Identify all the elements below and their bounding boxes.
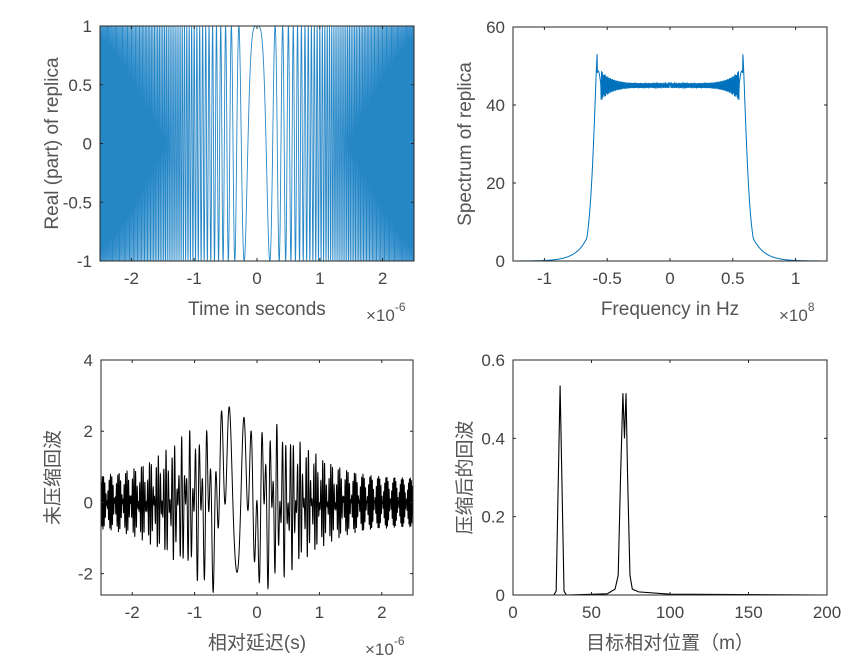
x-tick-label: 1 [315, 269, 324, 288]
x-tick-label: -0.5 [593, 269, 622, 288]
x-tick-label: -1 [187, 269, 202, 288]
x-tick-label: 0 [665, 269, 674, 288]
y-tick-label: 1 [83, 17, 92, 36]
y-tick-label: 40 [486, 96, 505, 115]
axes-frame [99, 25, 415, 262]
y-tick-label: 60 [486, 18, 505, 37]
subplot-uncompressed-echo: -2 -1 0 1 2 -2 0 2 4 相对延迟(s) 未压缩回波 ×10-6 [42, 351, 414, 659]
x-tick-label: -1 [537, 269, 552, 288]
x-exponent-power: -6 [394, 634, 405, 648]
y-tick-label: 0 [496, 586, 505, 605]
x-tick-label: 0.5 [721, 269, 745, 288]
x-exponent-power: -6 [395, 300, 406, 314]
x-exponent-label: ×108 [779, 300, 815, 325]
y-tick-label: 0 [496, 252, 505, 271]
y-tick-label: -0.5 [63, 193, 92, 212]
x-tick-label: 150 [734, 603, 762, 622]
subplot-compressed-echo: 0 50 100 150 200 0 0.2 0.4 0.6 目标相对位置（m） 压缩后的回波 [454, 351, 841, 654]
x-tick-label: 2 [377, 603, 386, 622]
plot-area [101, 406, 413, 594]
y-tick-label: -1 [77, 252, 92, 271]
plot-area [100, 26, 414, 261]
x-exponent-label: ×10-6 [365, 634, 405, 659]
y-axis-label: Spectrum of replica [455, 62, 476, 226]
y-axis-label: 压缩后的回波 [454, 420, 476, 534]
x-axis-label: 相对延迟(s) [208, 632, 306, 654]
y-tick-label: 0.6 [481, 351, 505, 370]
y-tick-label: 20 [486, 174, 505, 193]
x-axis-label: 目标相对位置（m） [586, 632, 754, 654]
y-tick-label: 0.4 [481, 429, 505, 448]
subplot-replica-spectrum: -1 -0.5 0 0.5 1 0 20 40 60 Frequency in Hz Spectru… [455, 18, 828, 325]
y-axis-label: Real (part) of replica [42, 57, 63, 230]
x-tick-label: 1 [315, 603, 324, 622]
x-tick-label: 200 [813, 603, 841, 622]
plot-area [513, 54, 827, 261]
x-tick-label: -1 [187, 603, 202, 622]
series-line [513, 385, 827, 595]
x-tick-label: -2 [124, 269, 139, 288]
subplot-replica-real: -2 -1 0 1 2 -1 -0.5 0 0.5 1 Time in seconds Real (p… [42, 17, 415, 325]
axes-frame [512, 359, 828, 596]
axes-frame [512, 26, 828, 262]
x-exponent-label: ×10-6 [366, 300, 406, 325]
x-tick-label: 50 [582, 603, 601, 622]
y-axis-label: 未压缩回波 [42, 430, 64, 525]
x-tick-label: 0 [252, 603, 261, 622]
y-tick-label: -2 [78, 565, 93, 584]
x-tick-label: 1 [791, 269, 800, 288]
series-line [100, 26, 414, 261]
series-line [101, 406, 413, 594]
axes-frame [100, 359, 414, 596]
x-tick-label: 2 [378, 269, 387, 288]
x-exponent-power: 8 [808, 300, 815, 314]
x-axis-label: Frequency in Hz [601, 299, 739, 320]
x-tick-label: -2 [125, 603, 140, 622]
x-tick-label: 0 [252, 269, 261, 288]
plot-area [513, 385, 827, 595]
y-tick-label: 0.2 [481, 508, 505, 527]
series-line [513, 54, 827, 261]
x-axis-label: Time in seconds [188, 299, 326, 320]
y-tick-label: 2 [84, 422, 93, 441]
y-tick-label: 0 [83, 135, 92, 154]
y-tick-label: 4 [84, 351, 93, 370]
x-tick-label: 0 [508, 603, 517, 622]
x-tick-label: 100 [656, 603, 684, 622]
y-tick-label: 0.5 [68, 76, 92, 95]
y-tick-label: 0 [84, 493, 93, 512]
